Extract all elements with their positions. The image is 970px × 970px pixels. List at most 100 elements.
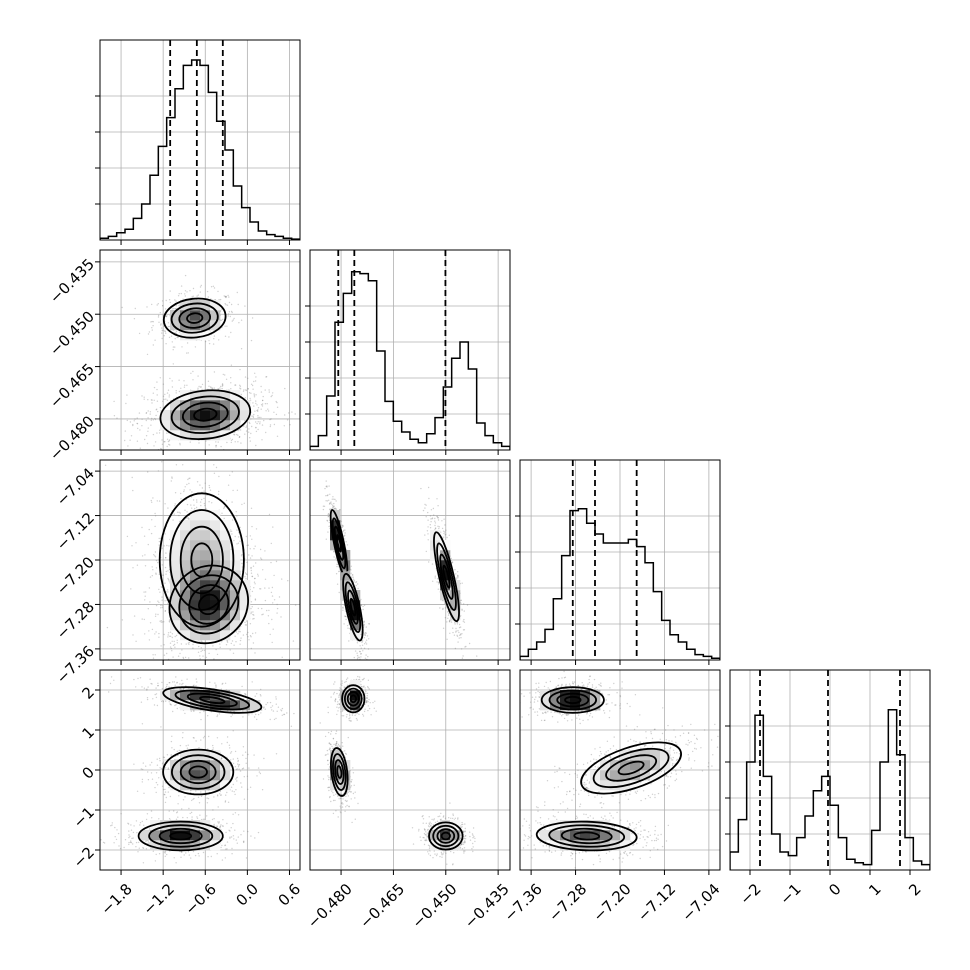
scatter-point bbox=[215, 466, 218, 469]
density-cell bbox=[210, 540, 221, 551]
scatter-point bbox=[162, 395, 165, 397]
scatter-point bbox=[350, 588, 352, 590]
density-cell bbox=[180, 420, 191, 431]
scatter-point bbox=[281, 578, 283, 580]
scatter-point bbox=[260, 385, 262, 388]
scatter-point bbox=[335, 573, 338, 575]
density-cell bbox=[230, 620, 241, 631]
scatter-point bbox=[327, 494, 329, 496]
scatter-point bbox=[167, 591, 169, 593]
scatter-point bbox=[439, 607, 441, 609]
scatter-point bbox=[225, 295, 227, 298]
scatter-point bbox=[225, 644, 228, 646]
scatter-point bbox=[360, 647, 362, 649]
scatter-point bbox=[436, 581, 438, 583]
scatter-point bbox=[162, 574, 164, 576]
scatter-point bbox=[141, 555, 144, 557]
scatter-point bbox=[289, 424, 291, 426]
scatter-point bbox=[168, 620, 171, 623]
density-cell bbox=[180, 330, 191, 341]
scatter-point bbox=[200, 650, 202, 653]
scatter-point bbox=[237, 303, 239, 306]
scatter-point bbox=[451, 561, 454, 563]
scatter-point bbox=[448, 613, 450, 615]
scatter-point bbox=[176, 336, 178, 339]
scatter-point bbox=[276, 607, 279, 610]
scatter-point bbox=[239, 385, 242, 387]
scatter-point bbox=[166, 589, 169, 591]
scatter-point bbox=[268, 513, 271, 516]
density-cell bbox=[170, 570, 181, 581]
scatter-point bbox=[143, 618, 145, 621]
scatter-point bbox=[456, 621, 458, 624]
scatter-point bbox=[251, 317, 254, 319]
scatter-point bbox=[240, 637, 242, 639]
density-cell bbox=[220, 420, 231, 431]
scatter-point bbox=[233, 434, 236, 436]
scatter-point bbox=[294, 413, 296, 415]
scatter-point bbox=[224, 335, 227, 337]
scatter-point bbox=[149, 413, 151, 415]
scatter-point bbox=[133, 615, 136, 617]
scatter-point bbox=[174, 646, 176, 648]
scatter-point bbox=[151, 575, 153, 577]
scatter-point bbox=[227, 484, 230, 486]
scatter-point bbox=[276, 435, 279, 437]
scatter-point bbox=[216, 653, 219, 656]
scatter-point bbox=[196, 501, 198, 503]
scatter-point bbox=[333, 498, 335, 500]
density-cell bbox=[190, 510, 201, 521]
scatter-point bbox=[171, 386, 174, 388]
scatter-point bbox=[459, 633, 462, 635]
scatter-point bbox=[255, 376, 257, 378]
scatter-point bbox=[458, 626, 461, 629]
scatter-point bbox=[336, 583, 339, 585]
scatter-point bbox=[135, 640, 137, 642]
scatter-point bbox=[454, 569, 456, 571]
scatter-point bbox=[221, 387, 223, 390]
scatter-point bbox=[173, 640, 175, 643]
scatter-point bbox=[157, 600, 159, 602]
scatter-point bbox=[198, 385, 200, 388]
scatter-point bbox=[161, 564, 163, 566]
scatter-point bbox=[268, 391, 270, 393]
scatter-point bbox=[166, 544, 168, 547]
scatter-point bbox=[177, 655, 180, 657]
scatter-point bbox=[221, 385, 223, 387]
scatter-point bbox=[169, 635, 171, 637]
scatter-point bbox=[161, 439, 163, 441]
scatter-point bbox=[231, 438, 234, 441]
scatter-point bbox=[178, 379, 180, 381]
scatter-point bbox=[171, 308, 173, 310]
scatter-point bbox=[300, 393, 301, 394]
scatter-point bbox=[431, 517, 434, 519]
scatter-point bbox=[218, 490, 220, 493]
scatter-point bbox=[157, 303, 159, 305]
scatter-point bbox=[230, 364, 233, 366]
scatter-point bbox=[240, 388, 242, 390]
scatter-point bbox=[206, 494, 208, 496]
scatter-point bbox=[248, 639, 250, 641]
scatter-point bbox=[158, 588, 160, 591]
scatter-point bbox=[366, 635, 369, 637]
scatter-point bbox=[252, 565, 255, 567]
scatter-point bbox=[159, 620, 161, 622]
scatter-point bbox=[276, 401, 278, 404]
scatter-point bbox=[171, 477, 173, 479]
scatter-point bbox=[168, 443, 170, 446]
scatter-point bbox=[437, 581, 440, 584]
scatter-point bbox=[226, 441, 228, 444]
scatter-point bbox=[150, 424, 152, 426]
contour-line bbox=[170, 395, 240, 434]
scatter-point bbox=[150, 532, 153, 535]
ytick-label: −7.20 bbox=[53, 553, 98, 598]
scatter-point bbox=[271, 586, 274, 589]
scatter-point bbox=[188, 641, 191, 644]
scatter-point bbox=[184, 295, 186, 297]
scatter-point bbox=[174, 503, 176, 505]
scatter-point bbox=[462, 629, 465, 631]
scatter-point bbox=[157, 561, 159, 564]
scatter-point bbox=[177, 451, 178, 452]
scatter-point bbox=[342, 525, 344, 527]
scatter-point bbox=[229, 474, 231, 476]
